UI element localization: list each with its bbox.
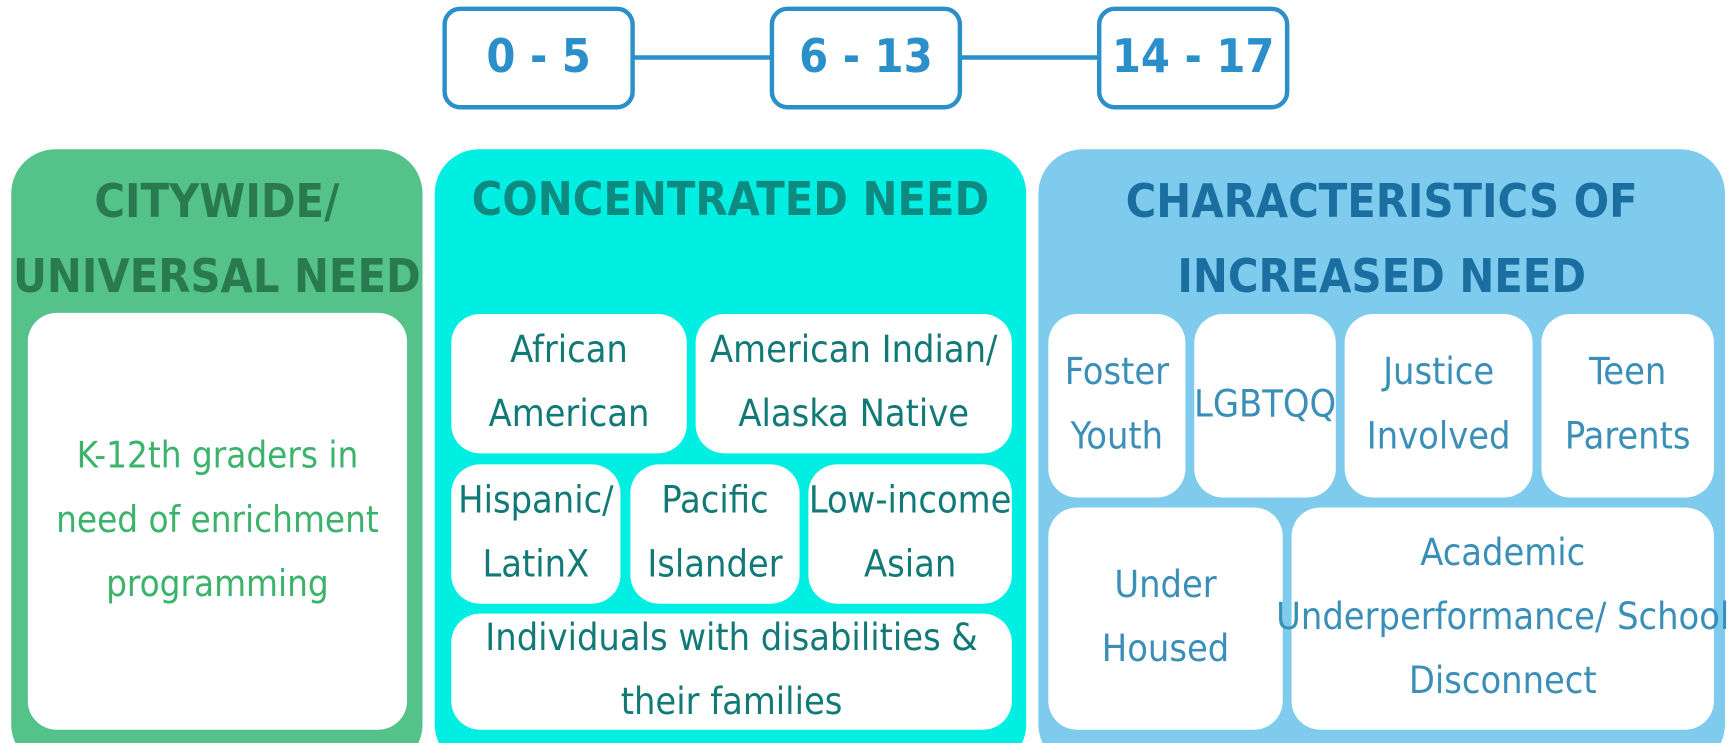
- age-box: [1096, 6, 1290, 110]
- item-box: [630, 464, 800, 604]
- item-label: Teen: [1588, 349, 1666, 393]
- item-label: Disconnect: [1409, 658, 1597, 702]
- item-box: [695, 314, 1012, 454]
- item-label: their families: [621, 679, 843, 723]
- item-box: [1291, 507, 1714, 730]
- item-label: Individuals with disabilities &: [485, 615, 977, 659]
- item-label: Housed: [1102, 626, 1229, 670]
- item-label: need of enrichment: [56, 498, 379, 541]
- item-box: [1048, 507, 1283, 730]
- age-label: 0 - 5: [486, 29, 591, 83]
- item-label: African: [510, 327, 628, 371]
- item-box: [27, 312, 408, 730]
- item-box: [1194, 314, 1336, 498]
- item-label: Under: [1114, 562, 1216, 606]
- item-label: Underperformance/ School: [1276, 594, 1729, 638]
- panel-title: CONCENTRATED NEED: [472, 172, 990, 226]
- item-box: [451, 464, 621, 604]
- item-label: Academic: [1420, 530, 1585, 574]
- item-box: [451, 314, 687, 454]
- item-label: Pacific: [661, 477, 768, 521]
- age-label: 14 - 17: [1112, 29, 1275, 83]
- age-box: [442, 6, 635, 110]
- item-label: American: [489, 391, 650, 435]
- item-label: LatinX: [482, 542, 589, 586]
- item-label: Youth: [1070, 413, 1163, 457]
- item-label: Parents: [1565, 413, 1691, 457]
- age-label: 6 - 13: [799, 29, 933, 83]
- item-label: K-12th graders in: [77, 434, 359, 477]
- item-label: Justice: [1381, 349, 1494, 393]
- panel-title: CITYWIDE/: [94, 174, 340, 228]
- item-label: Hispanic/: [458, 477, 614, 521]
- age-box: [769, 6, 963, 110]
- panel-title: UNIVERSAL NEED: [13, 249, 421, 303]
- item-box: [1048, 314, 1186, 498]
- panel-title: CHARACTERISTICS OF: [1126, 174, 1638, 228]
- panel-title: INCREASED NEED: [1177, 249, 1586, 303]
- item-label: LGBTQQ: [1194, 381, 1336, 425]
- item-box: [808, 464, 1012, 604]
- item-box: [1541, 314, 1714, 498]
- item-box: [1344, 314, 1533, 498]
- item-label: Asian: [864, 542, 956, 586]
- item-label: programming: [106, 562, 329, 605]
- item-label: American Indian/: [710, 327, 998, 371]
- item-box: [451, 613, 1012, 730]
- item-label: Foster: [1065, 349, 1169, 393]
- item-label: Islander: [647, 542, 782, 586]
- item-label: Involved: [1367, 413, 1511, 457]
- item-label: Low-income: [809, 477, 1012, 521]
- item-label: Alaska Native: [738, 391, 969, 435]
